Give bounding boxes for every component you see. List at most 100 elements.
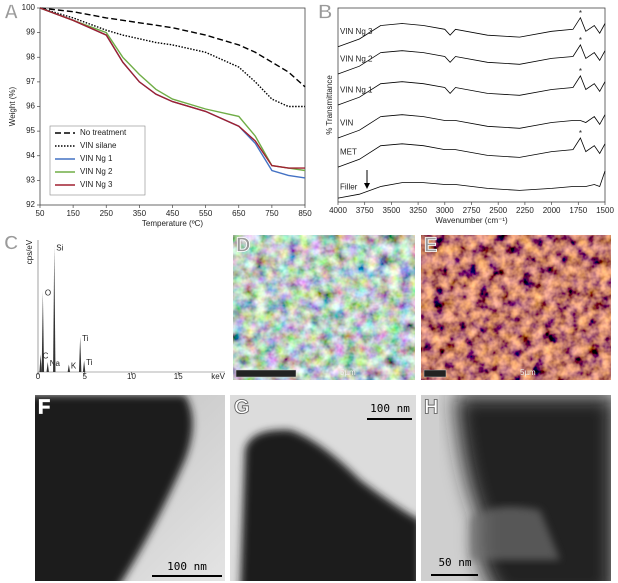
panel-letter: E	[424, 234, 437, 256]
axes	[37, 240, 225, 373]
scale-bar-label: 100 nm	[167, 560, 207, 573]
x-tick-label: 2000	[543, 206, 561, 215]
peak	[53, 246, 56, 372]
x-tick-label: 3250	[409, 206, 427, 215]
series-line	[337, 137, 606, 168]
legend-box	[49, 125, 146, 196]
x-tick-label: 850	[298, 209, 312, 218]
tem-image-g	[230, 395, 416, 581]
peak	[46, 361, 49, 372]
x-axis-label: Temperature (ºC)	[142, 219, 203, 228]
peak-label: Ti	[82, 334, 89, 343]
y-axis-label: Weight (%)	[8, 86, 17, 126]
legend-label: No treatment	[80, 128, 127, 137]
y-axis-label: cps/eV	[25, 239, 34, 264]
panel-letter: C	[4, 232, 18, 254]
tem-image-h	[421, 395, 611, 581]
x-tick-label: 750	[265, 209, 279, 218]
y-tick-label: 94	[26, 151, 35, 160]
series-line	[337, 114, 606, 139]
panel-letter: D	[236, 234, 250, 256]
x-tick-label: 3750	[356, 206, 374, 215]
series-label: VIN Ng 2	[340, 54, 373, 63]
panel-letter: A	[4, 1, 18, 23]
y-tick-label: 98	[26, 52, 35, 61]
x-tick-label: 50	[36, 209, 45, 218]
series-label: VIN Ng 1	[340, 85, 373, 94]
y-tick-label: 97	[26, 77, 35, 86]
series-line	[337, 44, 606, 75]
series-line	[337, 75, 606, 106]
y-tick-label: 96	[26, 102, 35, 111]
x-tick-label: 3500	[383, 206, 401, 215]
x-tick-label: 350	[133, 209, 147, 218]
x-tick-label: 1500	[596, 206, 614, 215]
y-tick-label: 99	[26, 28, 35, 37]
peak	[82, 360, 86, 372]
series-line	[39, 7, 305, 108]
plot-frame	[337, 7, 606, 203]
y-tick-label: 95	[26, 126, 35, 135]
x-tick-label: 2750	[463, 206, 481, 215]
series-label: VIN Ng 3	[340, 27, 373, 36]
peak	[78, 336, 82, 372]
x-tick-label: 550	[199, 209, 213, 218]
series-line	[337, 16, 606, 48]
peak-label: O	[45, 289, 51, 298]
peak-label: K	[71, 362, 77, 371]
series-label: Filler	[340, 182, 358, 191]
x-tick-label: 2250	[516, 206, 534, 215]
peak-mark: *	[579, 36, 582, 45]
peak-label: Si	[56, 243, 63, 252]
panel-letter: B	[318, 1, 332, 23]
panel-letter: G	[234, 396, 250, 418]
y-tick-label: 100	[22, 3, 36, 12]
scale-bar-label: 50 nm	[438, 556, 471, 569]
y-tick-label: 92	[26, 200, 35, 209]
peak-label: C	[43, 352, 49, 361]
legend-label: VIN Ng 3	[80, 180, 113, 189]
legend-label: VIN Ng 2	[80, 167, 113, 176]
peak	[39, 354, 42, 372]
series-label: MET	[340, 147, 357, 156]
x-tick-label: 450	[166, 209, 180, 218]
peak	[67, 364, 71, 372]
x-axis-label: Wavenumber (cm⁻¹)	[435, 216, 508, 225]
filler-arrow	[364, 170, 370, 189]
sem-image-d: 5µm	[233, 235, 415, 380]
series-line	[337, 170, 606, 199]
x-axis-label: keV	[211, 372, 225, 381]
series-line	[39, 7, 306, 88]
peak-mark: *	[579, 129, 582, 138]
x-tick-label: 1750	[569, 206, 587, 215]
sem-scale: 5µm	[340, 368, 356, 377]
series-line	[39, 7, 305, 169]
legend-label: VIN Ng 1	[80, 154, 113, 163]
peak	[41, 291, 45, 372]
scale-bar-label: 100 nm	[370, 402, 410, 415]
x-tick-label: 150	[66, 209, 80, 218]
x-tick-label: 3000	[436, 206, 454, 215]
x-tick-label: 5	[83, 372, 88, 381]
scale-bars: 100 nm 100 nm 50 nm	[152, 402, 478, 577]
x-tick-label: 10	[127, 372, 136, 381]
tem-image-f	[35, 395, 225, 581]
y-tick-label: 93	[26, 175, 35, 184]
panel-letters: A B C D E F G H	[4, 1, 439, 419]
panel-letter: F	[38, 396, 50, 418]
x-tick-label: 0	[36, 372, 41, 381]
sem-image-e: 5µm	[421, 235, 611, 380]
legend-label: VIN silane	[80, 141, 117, 150]
x-tick-label: 4000	[329, 206, 347, 215]
peak-label: Ti	[86, 358, 93, 367]
panel-letter: H	[424, 396, 438, 418]
x-tick-label: 650	[232, 209, 246, 218]
peak-mark: *	[579, 9, 582, 18]
peak-mark: *	[579, 67, 582, 76]
x-tick-label: 15	[174, 372, 183, 381]
sem-scale: 5µm	[520, 368, 536, 377]
x-tick-label: 2500	[489, 206, 507, 215]
series-label: VIN	[340, 118, 354, 127]
y-axis-label: % Transmittance	[325, 75, 334, 135]
